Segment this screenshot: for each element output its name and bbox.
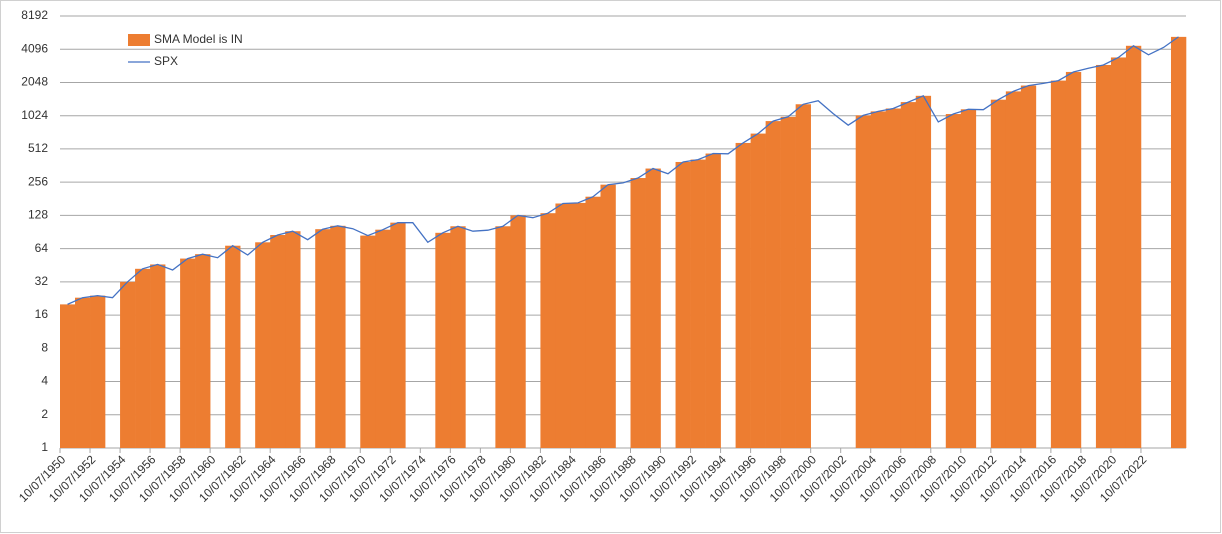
line [67,36,1179,305]
bar [75,297,91,448]
bar [60,304,76,448]
y-tick-label: 128 [28,208,48,222]
bar [450,226,466,448]
bar [1170,36,1187,449]
bar [1050,80,1067,449]
bar [315,229,331,448]
bar [990,99,1007,449]
y-tick-label: 8 [41,340,48,354]
bar [900,102,917,449]
y-tick-label: 16 [35,307,49,321]
bar [795,104,811,448]
y-tick-label: 1 [41,440,48,454]
bar [195,254,211,448]
bar [270,235,286,448]
legend-label: SMA Model is IN [154,32,243,46]
bar [645,168,661,448]
bar [540,213,556,448]
bar [960,109,977,448]
bar [90,295,106,448]
bar [180,258,196,448]
bar [945,114,962,449]
bar [510,215,526,448]
y-tick-label: 64 [35,241,49,255]
bar [285,231,301,448]
bar [675,161,691,448]
bar [1125,45,1142,449]
y-tick-label: 256 [28,174,48,188]
bar [135,268,151,448]
bar [390,222,406,448]
bar [255,242,271,448]
bar [885,108,902,448]
y-tick-label: 2 [41,407,48,421]
y-tick-label: 32 [35,274,49,288]
y-tick-label: 4 [41,374,48,388]
bar [150,264,166,448]
bar [735,142,751,448]
bar [630,178,646,448]
bar [915,95,932,448]
bar [120,281,136,448]
y-tick-label: 4096 [21,41,48,55]
bar [690,159,706,448]
bar [1005,91,1022,448]
bar [570,202,586,448]
bar [330,225,346,448]
bar [780,116,796,449]
bar [750,133,766,448]
bar [225,245,241,448]
bar [360,235,376,448]
bar [600,184,616,448]
bar [765,121,781,448]
y-tick-label: 8192 [21,8,48,22]
y-tick-label: 2048 [21,75,48,89]
bar [870,111,887,449]
bar [435,232,451,448]
bar [705,153,721,449]
bar [855,115,872,448]
bar [1020,85,1037,448]
y-tick-label: 1024 [21,108,48,122]
bar [585,196,601,448]
legend-swatch [128,34,150,46]
bar [375,229,391,448]
bar [555,203,571,448]
bar [1110,57,1127,448]
y-tick-label: 512 [28,141,48,155]
bar [1065,71,1082,448]
bar [1095,64,1112,448]
legend-label: SPX [154,54,178,68]
bar [495,226,511,448]
